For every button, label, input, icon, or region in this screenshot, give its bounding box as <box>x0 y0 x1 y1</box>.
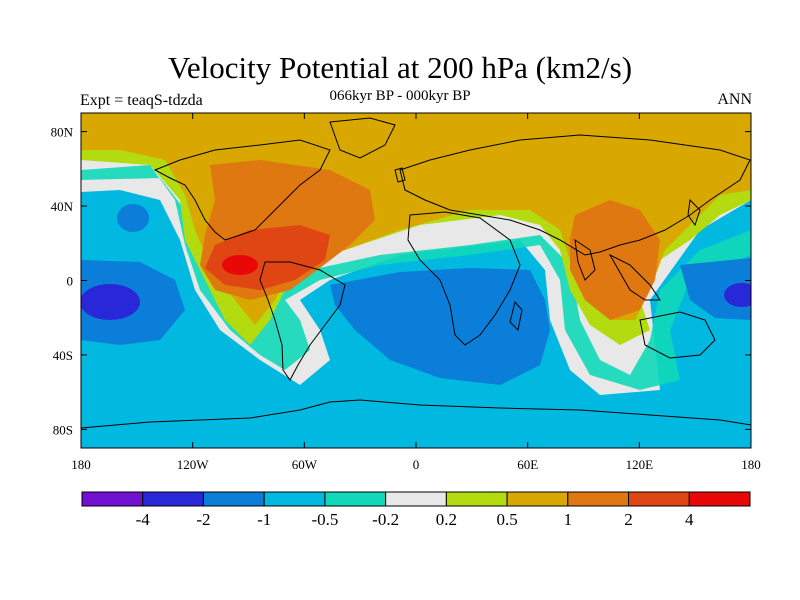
colorbar-label: -2 <box>196 510 210 529</box>
colorbar-label: -0.2 <box>372 510 399 529</box>
lon-tick-label: 120E <box>626 457 654 472</box>
colorbar-label: 2 <box>624 510 633 529</box>
colorbar-label: -1 <box>257 510 271 529</box>
chart-subtitle: 066kyr BP - 000kyr BP <box>329 88 471 104</box>
latitude-axis: 80N 40N 0 40S 80S <box>51 125 751 437</box>
field-band-neg-2-4-east <box>81 284 140 320</box>
coastlines <box>81 117 751 429</box>
longitude-axis: 180 120W 60W 0 60E 120E 180 <box>71 113 761 472</box>
lon-tick-label: 60E <box>517 457 538 472</box>
colorbar-swatch <box>202 491 265 507</box>
lat-tick-label: 80N <box>51 125 74 140</box>
colorbar-label: -4 <box>136 510 151 529</box>
lon-tick-label: 180 <box>741 457 761 472</box>
colorbar: -4 -2 -1 -0.5 -0.2 0.2 0.5 1 2 4 <box>81 491 751 529</box>
colorbar-swatch <box>628 491 690 507</box>
colorbar-swatch <box>445 491 508 507</box>
field-band-southern-ocean <box>81 400 751 448</box>
lon-tick-label: 180 <box>71 457 91 472</box>
colorbar-label: -0.5 <box>311 510 338 529</box>
colorbar-label: 0.5 <box>496 510 517 529</box>
field-band-pos-4-plus <box>222 255 258 275</box>
experiment-label: Expt = teaqS-tdzda <box>80 92 203 109</box>
colorbar-label: 1 <box>564 510 573 529</box>
colorbar-label: 4 <box>685 510 694 529</box>
lat-tick-label: 0 <box>67 274 74 289</box>
lon-tick-label: 120W <box>177 457 210 472</box>
lon-tick-label: 0 <box>413 457 420 472</box>
chart-title: Velocity Potential at 200 hPa (km2/s) <box>167 50 633 85</box>
colorbar-swatch <box>506 491 569 507</box>
season-label: ANN <box>717 91 752 108</box>
colorbar-swatch <box>142 491 204 507</box>
field-band-pos-1-2-asia <box>570 200 660 320</box>
colorbar-swatch <box>263 491 326 507</box>
colorbar-swatch <box>81 491 144 507</box>
lat-tick-label: 40S <box>53 348 73 363</box>
lat-tick-label: 80S <box>53 422 73 437</box>
field-band-neg-1-2-atlantic <box>330 268 550 385</box>
lon-tick-label: 60W <box>292 457 318 472</box>
colorbar-swatch <box>567 491 630 507</box>
field-band-neg-2-4-west <box>724 283 751 307</box>
lat-tick-label: 40N <box>51 199 74 214</box>
field-band-neg-north-pacific <box>117 204 149 232</box>
colorbar-swatch <box>324 491 387 507</box>
colorbar-swatch <box>688 491 751 507</box>
colorbar-swatch <box>385 491 447 507</box>
velocity-potential-field <box>81 113 751 448</box>
colorbar-label: 0.2 <box>436 510 457 529</box>
